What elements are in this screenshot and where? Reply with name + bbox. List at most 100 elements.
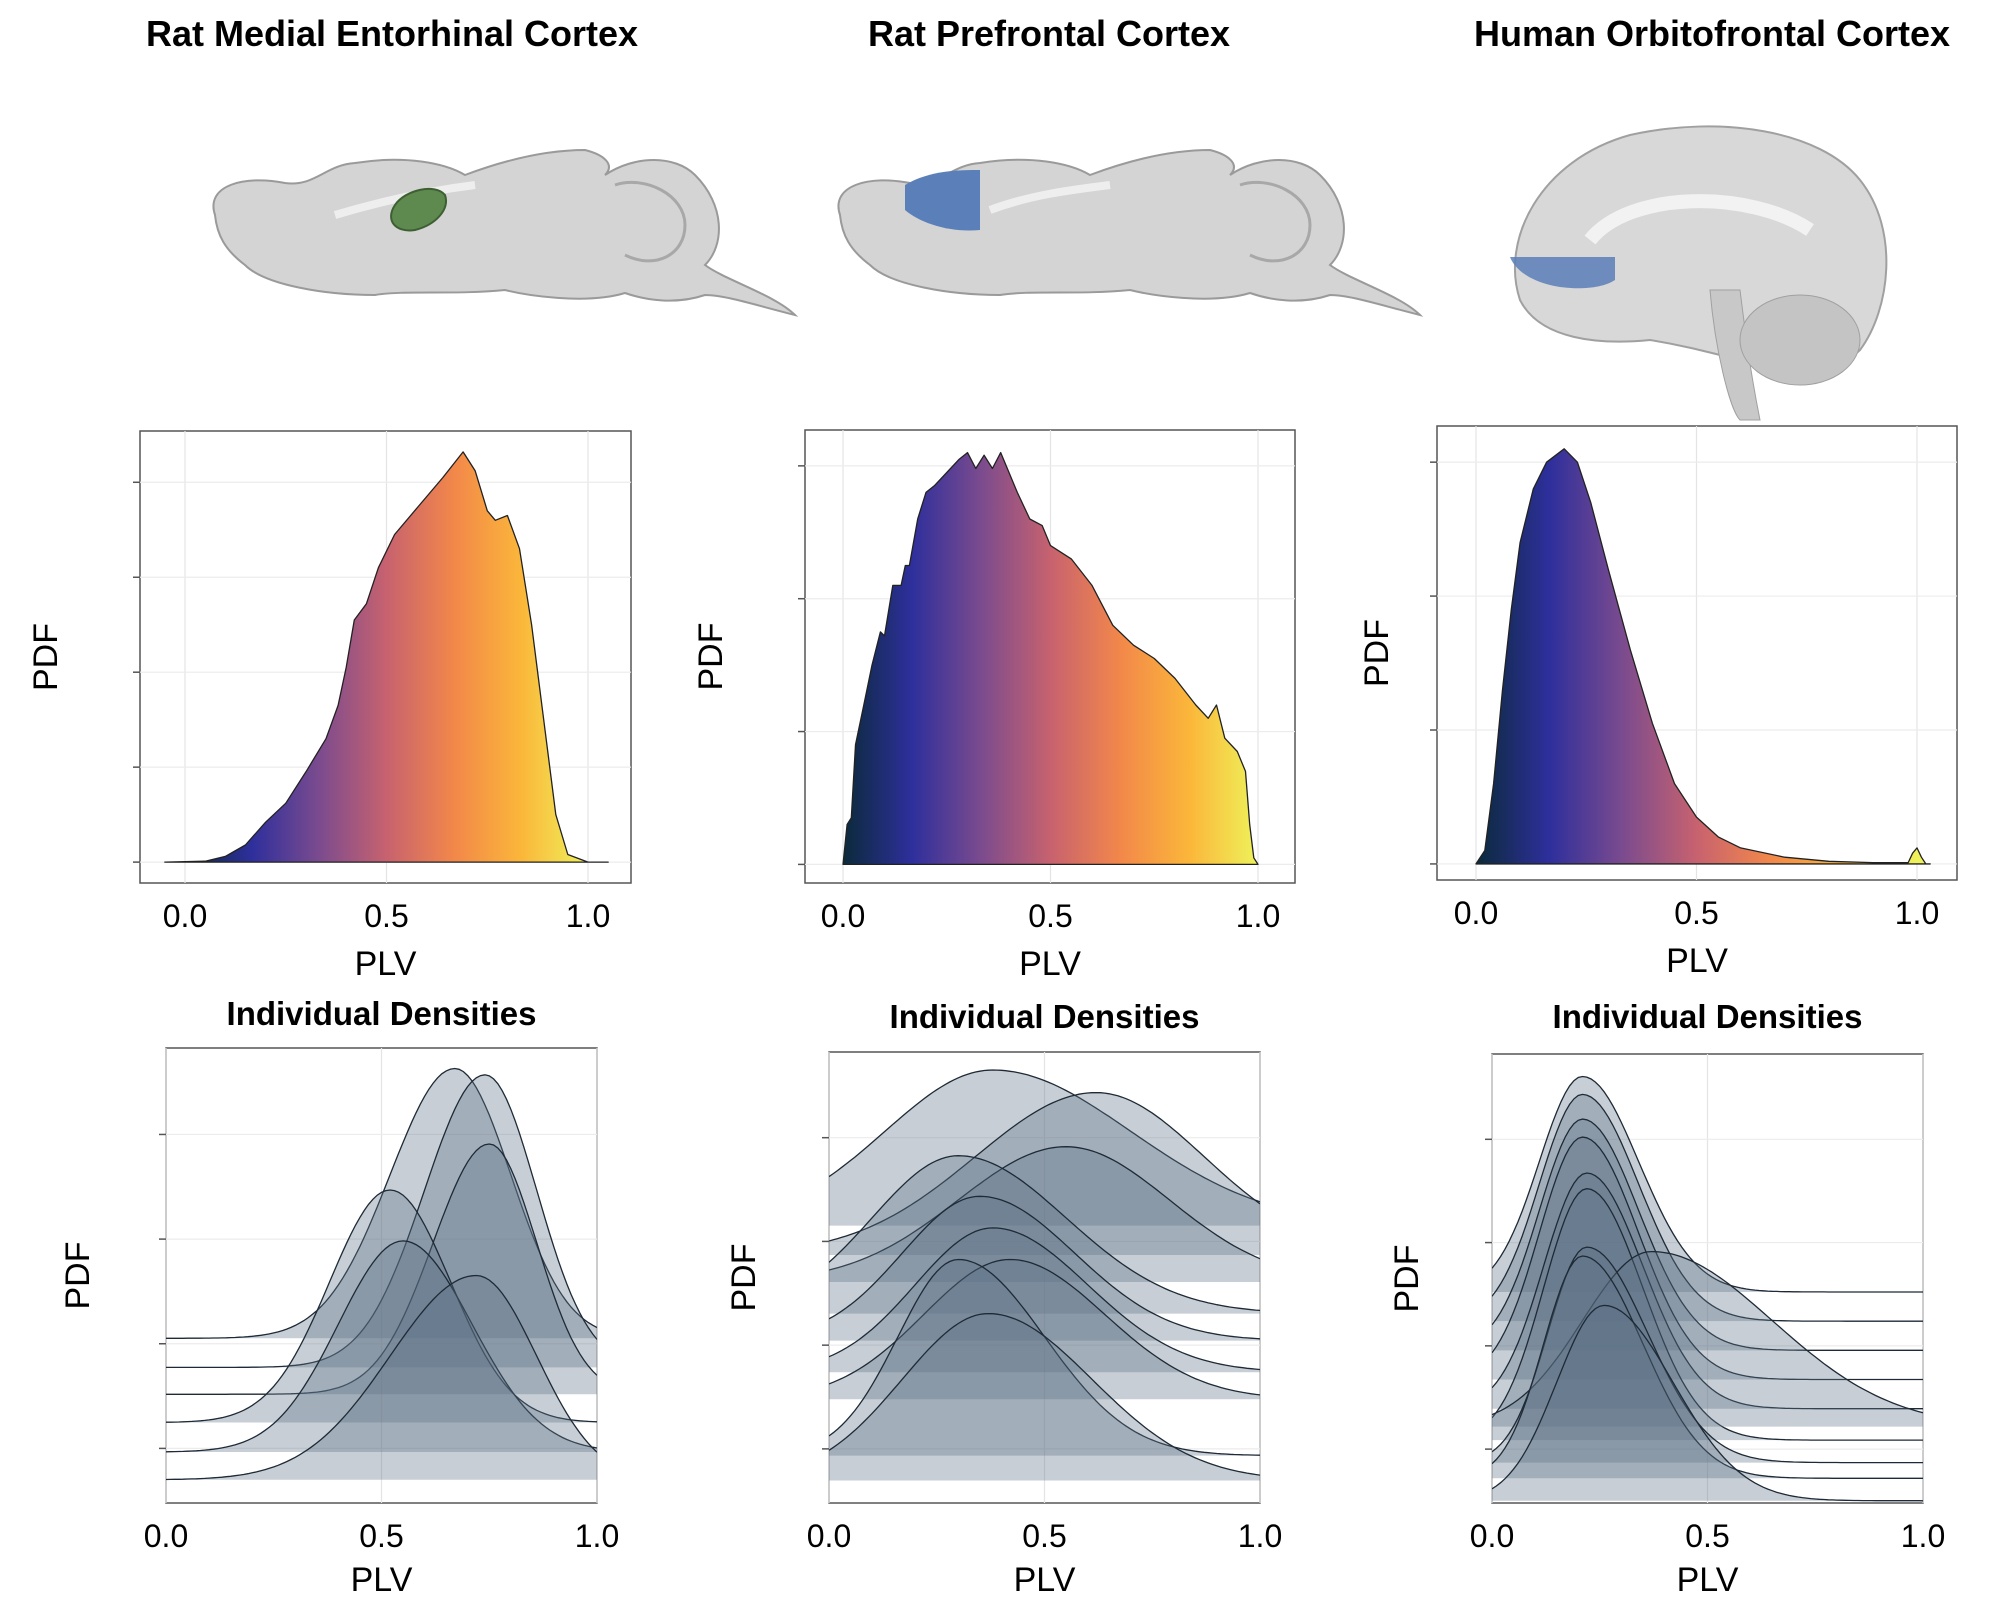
ridge-line bbox=[166, 1074, 597, 1369]
ridge-fill bbox=[829, 1259, 1260, 1400]
x-tick-label: 0.5 bbox=[364, 898, 408, 934]
ridge-line bbox=[1492, 1118, 1923, 1351]
ridge-line bbox=[1492, 1188, 1923, 1441]
ridge-line bbox=[829, 1312, 1260, 1476]
ridge-fill bbox=[166, 1068, 597, 1339]
ridge-line bbox=[829, 1227, 1260, 1371]
rat-brain-shape bbox=[837, 148, 1424, 317]
cerebellum-shape bbox=[1739, 294, 1861, 386]
density-area bbox=[1475, 448, 1931, 865]
x-tick-label: 1.0 bbox=[1895, 895, 1939, 931]
y-axis-label: PDF bbox=[725, 1244, 763, 1312]
corpus-callosum-shape bbox=[1584, 194, 1814, 245]
density-area bbox=[842, 451, 1259, 866]
x-tick-label: 1.0 bbox=[1238, 1518, 1282, 1554]
ridge-fill bbox=[166, 1240, 597, 1453]
x-tick-label: 0.0 bbox=[807, 1518, 851, 1554]
x-tick-label: 0.0 bbox=[1470, 1518, 1514, 1554]
cerebellum-folds bbox=[614, 180, 687, 263]
y-axis-label: PDF bbox=[59, 1242, 97, 1310]
ridge-fill bbox=[166, 1074, 597, 1368]
ofc-region-highlight bbox=[1510, 257, 1615, 289]
ridge-line bbox=[1492, 1075, 1923, 1293]
ridge-line bbox=[1492, 1255, 1923, 1479]
ridge-line bbox=[829, 1155, 1260, 1312]
ridge-fill bbox=[829, 1259, 1260, 1456]
ridge-line bbox=[829, 1091, 1260, 1242]
x-axis-label: PLV bbox=[1019, 945, 1081, 983]
ridge-line bbox=[1492, 1250, 1923, 1416]
x-axis-label: PLV bbox=[351, 1561, 413, 1599]
ridge-fill bbox=[1492, 1247, 1923, 1463]
ridge-fill bbox=[1492, 1119, 1923, 1351]
x-tick-label: 0.5 bbox=[1674, 895, 1718, 931]
x-tick-label: 0.0 bbox=[163, 898, 207, 934]
ridge-line bbox=[166, 1189, 597, 1423]
panel-title: Individual Densities bbox=[227, 995, 537, 1032]
chart-marks bbox=[1492, 1075, 1923, 1502]
y-axis-label: PDF bbox=[1358, 619, 1396, 687]
human-brain-ofc-illustration bbox=[1510, 125, 1888, 421]
ridge-fill bbox=[166, 1275, 597, 1480]
column-title-rat-pfc: Rat Prefrontal Cortex bbox=[868, 13, 1230, 54]
rat-brain-mec-illustration bbox=[212, 148, 799, 317]
rat-brain-shape bbox=[212, 148, 799, 317]
cerebellum-folds bbox=[1239, 180, 1312, 263]
ridge-line bbox=[1492, 1093, 1923, 1322]
y-axis-label: PDF bbox=[692, 623, 730, 691]
x-axis-label: PLV bbox=[1014, 1561, 1076, 1599]
chart-marks bbox=[1475, 448, 1931, 865]
ridge-fill bbox=[166, 1190, 597, 1423]
chart-panel-5: 0.0 0.5 1.0 Individual Densities PLV PDF bbox=[1388, 998, 1945, 1599]
ridge-fill bbox=[829, 1155, 1260, 1314]
ridge-fill bbox=[166, 1144, 597, 1395]
x-tick-label: 1.0 bbox=[566, 898, 610, 934]
chart-marks bbox=[164, 451, 609, 863]
ridge-fill bbox=[829, 1146, 1260, 1283]
chart-marks bbox=[829, 1069, 1260, 1481]
ridge-line bbox=[166, 1240, 597, 1453]
y-axis-label: PDF bbox=[1388, 1245, 1426, 1313]
x-tick-label: 0.5 bbox=[1028, 898, 1072, 934]
ridge-line bbox=[829, 1258, 1260, 1396]
x-axis-label: PLV bbox=[1666, 942, 1728, 980]
x-tick-label: 1.0 bbox=[1236, 898, 1280, 934]
ridge-line bbox=[829, 1069, 1260, 1203]
density-area bbox=[164, 451, 609, 863]
panel-title: Individual Densities bbox=[1553, 998, 1863, 1035]
x-axis-label: PLV bbox=[1677, 1561, 1739, 1599]
brainstem-shape bbox=[1709, 289, 1761, 421]
chart-panel-4: 0.0 0.5 1.0 Individual Densities PLV PDF bbox=[725, 998, 1282, 1599]
x-tick-label: 0.0 bbox=[144, 1518, 188, 1554]
chart-marks bbox=[842, 451, 1259, 866]
ridge-line bbox=[1492, 1304, 1923, 1502]
ridge-fill bbox=[1492, 1137, 1923, 1380]
ridge-fill bbox=[829, 1092, 1260, 1255]
y-axis-label: PDF bbox=[27, 623, 65, 691]
ridge-fill bbox=[1492, 1305, 1923, 1501]
ridge-fill bbox=[1492, 1256, 1923, 1479]
x-tick-label: 0.5 bbox=[359, 1518, 403, 1554]
ridge-line bbox=[829, 1195, 1260, 1340]
ridge-line bbox=[1492, 1172, 1923, 1410]
ridge-line bbox=[1492, 1136, 1923, 1381]
ridge-line bbox=[166, 1274, 597, 1481]
x-tick-label: 1.0 bbox=[575, 1518, 619, 1554]
chart-panel-3: 0.0 0.5 1.0 Individual Densities PLV PDF bbox=[59, 995, 619, 1599]
x-tick-label: 0.5 bbox=[1022, 1518, 1066, 1554]
panel-title: Individual Densities bbox=[890, 998, 1200, 1035]
ridge-line bbox=[829, 1146, 1260, 1271]
x-tick-label: 0.0 bbox=[1454, 895, 1498, 931]
pfc-region-highlight bbox=[905, 170, 980, 231]
ridge-fill bbox=[829, 1313, 1260, 1481]
ridge-fill bbox=[1492, 1173, 1923, 1409]
chart-panel-1: 0.0 0.5 1.0 PLV PDF bbox=[692, 429, 1296, 983]
ridge-line bbox=[166, 1143, 597, 1395]
rat-brain-pfc-illustration bbox=[837, 148, 1424, 317]
x-axis-label: PLV bbox=[355, 945, 417, 983]
column-title-human-ofc: Human Orbitofrontal Cortex bbox=[1474, 13, 1950, 54]
ridge-line bbox=[166, 1067, 597, 1339]
mec-region-highlight bbox=[390, 187, 447, 232]
chart-panel-2: 0.0 0.5 1.0 PLV PDF bbox=[1358, 425, 1958, 980]
ridge-fill bbox=[829, 1227, 1260, 1373]
